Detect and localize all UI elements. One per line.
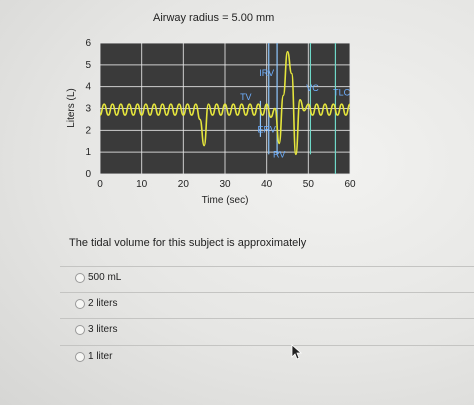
y-tick-label: 2 [85,125,91,136]
option-500ml[interactable]: 500 mL [60,266,474,289]
x-tick-label: 0 [97,179,103,190]
x-tick-label: 10 [136,179,148,190]
x-axis-label: Time (sec) [202,195,249,206]
option-label: 500 mL [88,272,122,283]
annotation-irv: IRV [259,68,274,78]
y-axis-label: Liters (L) [66,88,77,127]
y-tick-labels: 0 1 2 3 4 5 6 [85,38,91,180]
radio-button[interactable] [75,299,85,309]
x-tick-labels: 0 10 20 30 40 50 60 [97,179,356,190]
option-2-liters[interactable]: 2 liters [60,292,474,315]
annotation-rv: RV [273,150,285,160]
x-tick-label: 30 [219,179,231,190]
y-tick-label: 1 [85,147,91,158]
radio-button[interactable] [75,352,85,362]
y-tick-label: 4 [85,82,91,93]
annotation-tv: TV [240,92,252,102]
spirogram-chart: IRV TV ERV RV VC TLC 0 10 20 30 40 50 60 0 1 2 3 4 5 6 Ti… [66,38,356,206]
x-tick-label: 20 [178,179,190,190]
grid [99,42,351,175]
y-tick-label: 0 [85,169,91,180]
x-tick-label: 50 [303,179,315,190]
radio-button[interactable] [75,273,85,283]
annotations: IRV TV ERV RV VC TLC [240,68,351,160]
chart-title: Airway radius = 5.00 mm [153,12,275,24]
option-label: 3 liters [88,324,118,335]
option-label: 1 liter [88,351,113,362]
y-tick-label: 6 [85,38,91,49]
question-text: The tidal volume for this subject is app… [69,237,307,249]
y-tick-label: 5 [85,60,91,71]
annotation-erv: ERV [257,125,275,135]
option-label: 2 liters [88,298,118,309]
x-tick-label: 40 [261,179,273,190]
mouse-pointer-icon [291,344,303,360]
x-tick-label: 60 [344,179,356,190]
annotation-vc: VC [306,83,319,93]
y-tick-label: 3 [85,104,91,115]
annotation-tlc: TLC [333,87,351,97]
volume-trace [99,50,351,156]
option-1-liter[interactable]: 1 liter [60,345,474,368]
option-3-liters[interactable]: 3 liters [60,318,474,341]
radio-button[interactable] [75,325,85,335]
